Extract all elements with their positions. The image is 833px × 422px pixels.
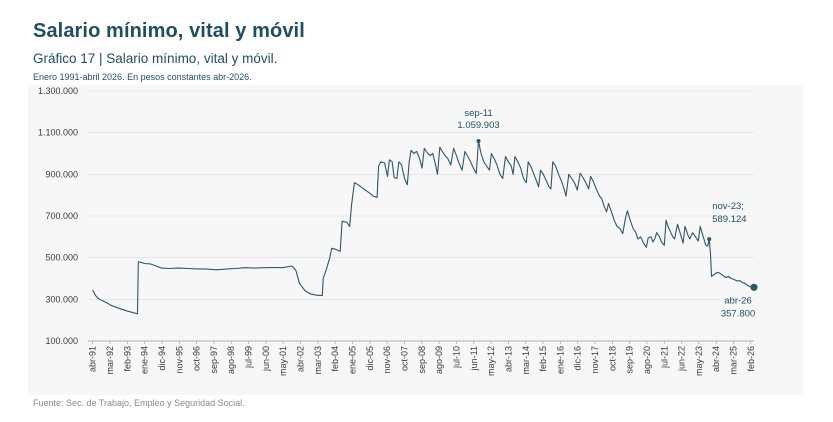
- x-tick-label: sep-97: [209, 346, 219, 374]
- chart-title: Gráfico 17 | Salario mínimo, vital y móv…: [33, 51, 278, 66]
- annotation-point: [707, 237, 712, 242]
- x-tick-label: dic-94: [157, 346, 167, 371]
- x-tick-label: ene-16: [555, 346, 565, 374]
- x-tick-label: jun-22: [677, 346, 687, 372]
- x-tick-label: jun-11: [469, 346, 479, 371]
- annotation-date: abr-26: [724, 295, 751, 306]
- x-tick-label: dic-05: [365, 346, 375, 371]
- x-tick-label: abr-24: [711, 346, 721, 372]
- x-tick-label: may-01: [278, 346, 288, 376]
- x-tick-label: mar-14: [521, 346, 531, 375]
- annotation-date: nov-23;: [712, 201, 744, 212]
- y-tick-label: 500.000: [45, 253, 78, 263]
- x-tick-label: jul-99: [244, 346, 254, 369]
- x-tick-label: abr-02: [296, 346, 306, 372]
- x-tick-label: oct-96: [192, 346, 202, 371]
- x-tick-label: jun-00: [261, 346, 271, 372]
- page-title: Salario mínimo, vital y móvil: [33, 20, 305, 42]
- x-tick-label: nov-06: [382, 346, 392, 374]
- x-tick-label: feb-26: [746, 346, 756, 372]
- series-line: [92, 140, 755, 315]
- x-tick-label: nov-95: [174, 346, 184, 374]
- chart-panel: [28, 85, 803, 395]
- y-tick-label: 1.300.000: [38, 86, 78, 96]
- annotation-point: [750, 283, 758, 291]
- x-tick-label: feb-04: [330, 346, 340, 372]
- x-tick-label: mar-03: [313, 346, 323, 375]
- x-tick-label: abr-91: [88, 346, 98, 372]
- x-tick-label: feb-15: [538, 346, 548, 372]
- x-tick-label: ago-20: [642, 346, 652, 374]
- y-tick-label: 1.100.000: [38, 128, 78, 138]
- x-tick-label: may-12: [486, 346, 496, 376]
- x-tick-label: jul-10: [451, 346, 461, 369]
- y-tick-label: 900.000: [45, 169, 78, 179]
- x-tick-label: nov-17: [590, 346, 600, 374]
- x-tick-label: jul-21: [659, 346, 669, 369]
- y-tick-label: 300.000: [45, 294, 78, 304]
- y-tick-label: 700.000: [45, 211, 78, 221]
- y-tick-label: 100.000: [45, 336, 78, 346]
- chart-subtitle: Enero 1991-abril 2026. En pesos constant…: [33, 72, 252, 82]
- x-tick-label: may-23: [694, 346, 704, 376]
- x-tick-label: ene-05: [348, 346, 358, 374]
- source-note: Fuente: Sec. de Trabajo, Empleo y Seguri…: [33, 398, 245, 408]
- x-tick-label: oct-07: [399, 346, 409, 371]
- x-tick-label: feb-93: [122, 346, 132, 372]
- annotation-value: 357.800: [721, 308, 755, 319]
- x-tick-label: mar-25: [729, 346, 739, 375]
- x-tick-label: sep-19: [625, 346, 635, 374]
- x-tick-label: oct-18: [607, 346, 617, 371]
- x-tick-label: dic-16: [573, 346, 583, 371]
- x-tick-label: ene-94: [140, 346, 150, 374]
- x-tick-label: abr-13: [503, 346, 513, 372]
- x-tick-label: mar-92: [105, 346, 115, 375]
- annotation-value: 589.124: [712, 214, 746, 225]
- x-tick-label: sep-08: [417, 346, 427, 374]
- annotation-date: sep-11: [464, 108, 492, 119]
- annotation-value: 1.059.903: [457, 120, 499, 131]
- x-tick-label: ago-98: [226, 346, 236, 374]
- annotation-point: [476, 139, 481, 144]
- x-tick-label: ago-09: [434, 346, 444, 374]
